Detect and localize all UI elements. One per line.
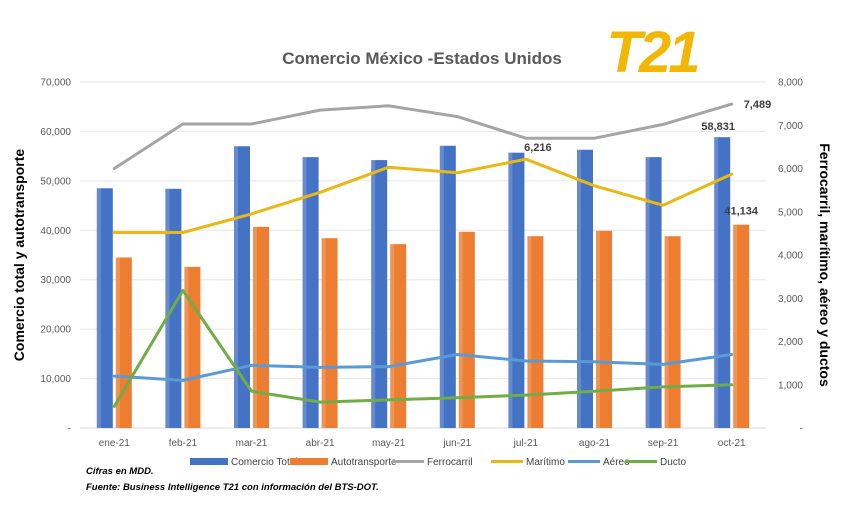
right-tick-label: - xyxy=(800,424,803,435)
bar-autotransporte xyxy=(253,226,269,428)
legend-label-autotransporte: Autotransporte xyxy=(331,457,397,468)
right-tick-label: 2,000 xyxy=(778,337,803,348)
left-tick-label: 20,000 xyxy=(40,325,71,336)
left-axis-title: Comercio total y autotransporte xyxy=(11,149,27,362)
bar-autotransporte xyxy=(527,236,544,428)
bar-autotransporte xyxy=(664,236,681,428)
data-label: 7,489 xyxy=(744,99,772,111)
bar-autotransporte xyxy=(458,231,475,428)
left-tick-label: 40,000 xyxy=(40,226,71,237)
legend-label-maritimo: Marítimo xyxy=(526,457,565,468)
right-axis-ticks: - 1,000 2,000 3,000 4,000 5,000 6,000 7,000 8,00… xyxy=(778,78,803,435)
left-tick-label: 30,000 xyxy=(40,275,71,286)
data-label: 58,831 xyxy=(701,121,735,133)
x-tick-label: jul-21 xyxy=(513,438,539,449)
bar-highlight xyxy=(321,238,326,428)
bar-highlight xyxy=(664,236,669,428)
bar-comercio-total xyxy=(645,157,662,429)
bar-highlight xyxy=(390,244,395,428)
right-tick-label: 6,000 xyxy=(778,164,803,175)
legend-label-comercio-total: Comercio Total xyxy=(231,457,298,468)
data-labels: 58,831 41,134 7,489 6,216 xyxy=(524,99,771,218)
bar-autotransporte xyxy=(390,244,407,428)
left-tick-label: 70,000 xyxy=(40,78,71,89)
x-tick-label: mar-21 xyxy=(236,438,268,449)
bar-highlight xyxy=(577,149,581,428)
bar-highlight xyxy=(714,137,719,428)
bar-highlight xyxy=(508,152,513,428)
right-tick-label: 7,000 xyxy=(778,121,803,132)
bar-highlight xyxy=(596,230,600,428)
note-units: Cifras en MDD. xyxy=(86,466,154,477)
bar-highlight xyxy=(234,146,238,428)
bar-highlight xyxy=(96,188,101,428)
line-maritimo xyxy=(112,157,734,234)
right-tick-label: 8,000 xyxy=(778,78,803,89)
bar-highlight xyxy=(253,226,257,428)
x-tick-label: sep-21 xyxy=(648,438,679,449)
bar-highlight xyxy=(302,157,307,429)
bar-highlight xyxy=(645,157,650,429)
bar-comercio-total xyxy=(371,160,388,428)
bar-autotransporte xyxy=(596,230,612,428)
left-tick-label: - xyxy=(68,424,71,435)
bar-highlight xyxy=(439,145,444,428)
legend-label-aereo: Aéreo xyxy=(603,457,630,468)
bar-comercio-total xyxy=(96,188,113,428)
legend-label-ducto: Ducto xyxy=(660,457,687,468)
right-axis-title: Ferrocarril, marítimo, aéreo y ductos xyxy=(817,143,833,387)
left-tick-label: 50,000 xyxy=(40,176,71,187)
lines-layer xyxy=(112,102,734,408)
legend-swatch-autotransporte xyxy=(290,458,328,465)
legend-swatch-comercio-total xyxy=(190,458,228,465)
legend-label-ferrocarril: Ferrocarril xyxy=(427,457,473,468)
data-label: 41,134 xyxy=(724,206,759,218)
left-axis-ticks: - 10,000 20,000 30,000 40,000 50,000 60,000 70,… xyxy=(40,78,71,435)
x-tick-label: abr-21 xyxy=(306,438,335,449)
line-aereo xyxy=(112,353,734,382)
x-tick-label: oct-21 xyxy=(718,438,746,449)
bar-highlight xyxy=(527,236,532,428)
legend: Comercio Total Autotransporte Ferrocarril M… xyxy=(190,457,687,468)
chart-title: Comercio México -Estados Unidos xyxy=(282,49,562,68)
x-tick-label: jun-21 xyxy=(442,438,471,449)
t21-logo: T21 xyxy=(607,20,699,85)
bar-autotransporte xyxy=(321,238,338,428)
bar-highlight xyxy=(371,160,376,428)
bar-highlight xyxy=(115,257,120,428)
x-axis-ticks: ene-21 feb-21 mar-21 abr-21 may-21 jun-21 jul-… xyxy=(99,438,746,449)
x-tick-label: ene-21 xyxy=(99,438,131,449)
line-ducto xyxy=(112,289,734,408)
right-tick-label: 1,000 xyxy=(778,380,803,391)
bar-highlight xyxy=(458,231,463,428)
left-tick-label: 10,000 xyxy=(40,374,71,385)
bar-comercio-total xyxy=(577,149,593,428)
bar-highlight xyxy=(184,266,189,428)
right-tick-label: 5,000 xyxy=(778,207,803,218)
bar-highlight xyxy=(733,224,738,428)
x-tick-label: may-21 xyxy=(372,438,406,449)
x-tick-label: feb-21 xyxy=(169,438,198,449)
data-label: 6,216 xyxy=(524,142,552,154)
right-tick-label: 4,000 xyxy=(778,251,803,262)
right-tick-label: 3,000 xyxy=(778,294,803,305)
bar-autotransporte xyxy=(184,266,201,428)
bar-highlight xyxy=(165,188,170,428)
left-tick-label: 60,000 xyxy=(40,127,71,138)
note-source: Fuente: Business Intelligence T21 con in… xyxy=(86,482,379,493)
bar-comercio-total xyxy=(302,157,319,429)
line-ferrocarril xyxy=(112,102,734,170)
gridlines xyxy=(80,81,766,429)
bar-autotransporte xyxy=(733,224,750,428)
x-tick-label: ago-21 xyxy=(579,438,611,449)
